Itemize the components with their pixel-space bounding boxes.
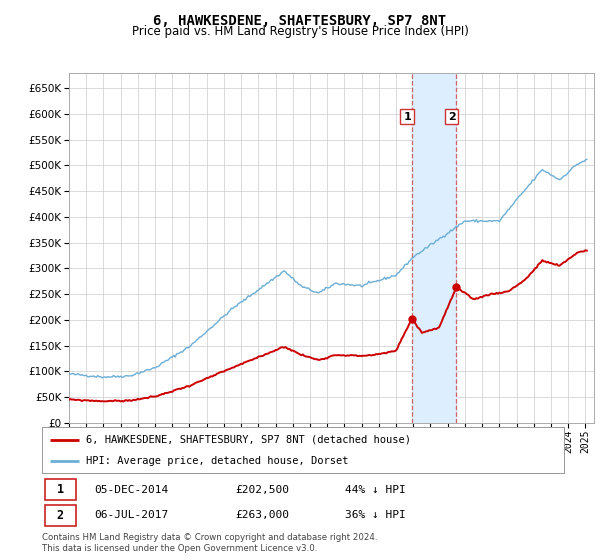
Bar <box>412 73 456 423</box>
Text: £202,500: £202,500 <box>235 485 289 495</box>
Text: HPI: Average price, detached house, Dorset: HPI: Average price, detached house, Dors… <box>86 456 349 466</box>
FancyBboxPatch shape <box>44 479 76 501</box>
Text: Contains HM Land Registry data © Crown copyright and database right 2024.
This d: Contains HM Land Registry data © Crown c… <box>42 533 377 553</box>
Text: Price paid vs. HM Land Registry's House Price Index (HPI): Price paid vs. HM Land Registry's House … <box>131 25 469 38</box>
Text: 05-DEC-2014: 05-DEC-2014 <box>94 485 169 495</box>
Text: 36% ↓ HPI: 36% ↓ HPI <box>345 510 406 520</box>
Text: 6, HAWKESDENE, SHAFTESBURY, SP7 8NT (detached house): 6, HAWKESDENE, SHAFTESBURY, SP7 8NT (det… <box>86 435 412 445</box>
Text: 1: 1 <box>57 483 64 496</box>
Text: 1: 1 <box>403 111 411 122</box>
Text: 6, HAWKESDENE, SHAFTESBURY, SP7 8NT: 6, HAWKESDENE, SHAFTESBURY, SP7 8NT <box>154 14 446 28</box>
Text: £263,000: £263,000 <box>235 510 289 520</box>
Text: 44% ↓ HPI: 44% ↓ HPI <box>345 485 406 495</box>
Text: 2: 2 <box>448 111 455 122</box>
FancyBboxPatch shape <box>44 505 76 526</box>
Text: 2: 2 <box>57 509 64 522</box>
Text: 06-JUL-2017: 06-JUL-2017 <box>94 510 169 520</box>
